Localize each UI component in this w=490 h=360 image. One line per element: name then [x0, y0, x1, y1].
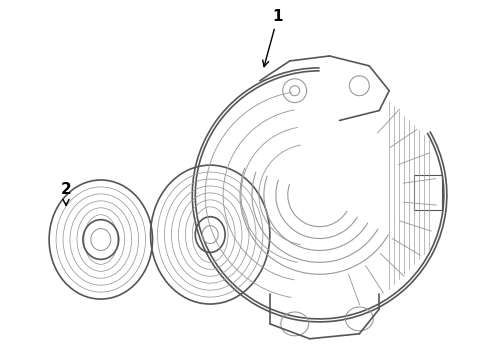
Bar: [414, 175, 442, 210]
Text: 1: 1: [263, 9, 283, 67]
Text: 2: 2: [61, 183, 72, 206]
